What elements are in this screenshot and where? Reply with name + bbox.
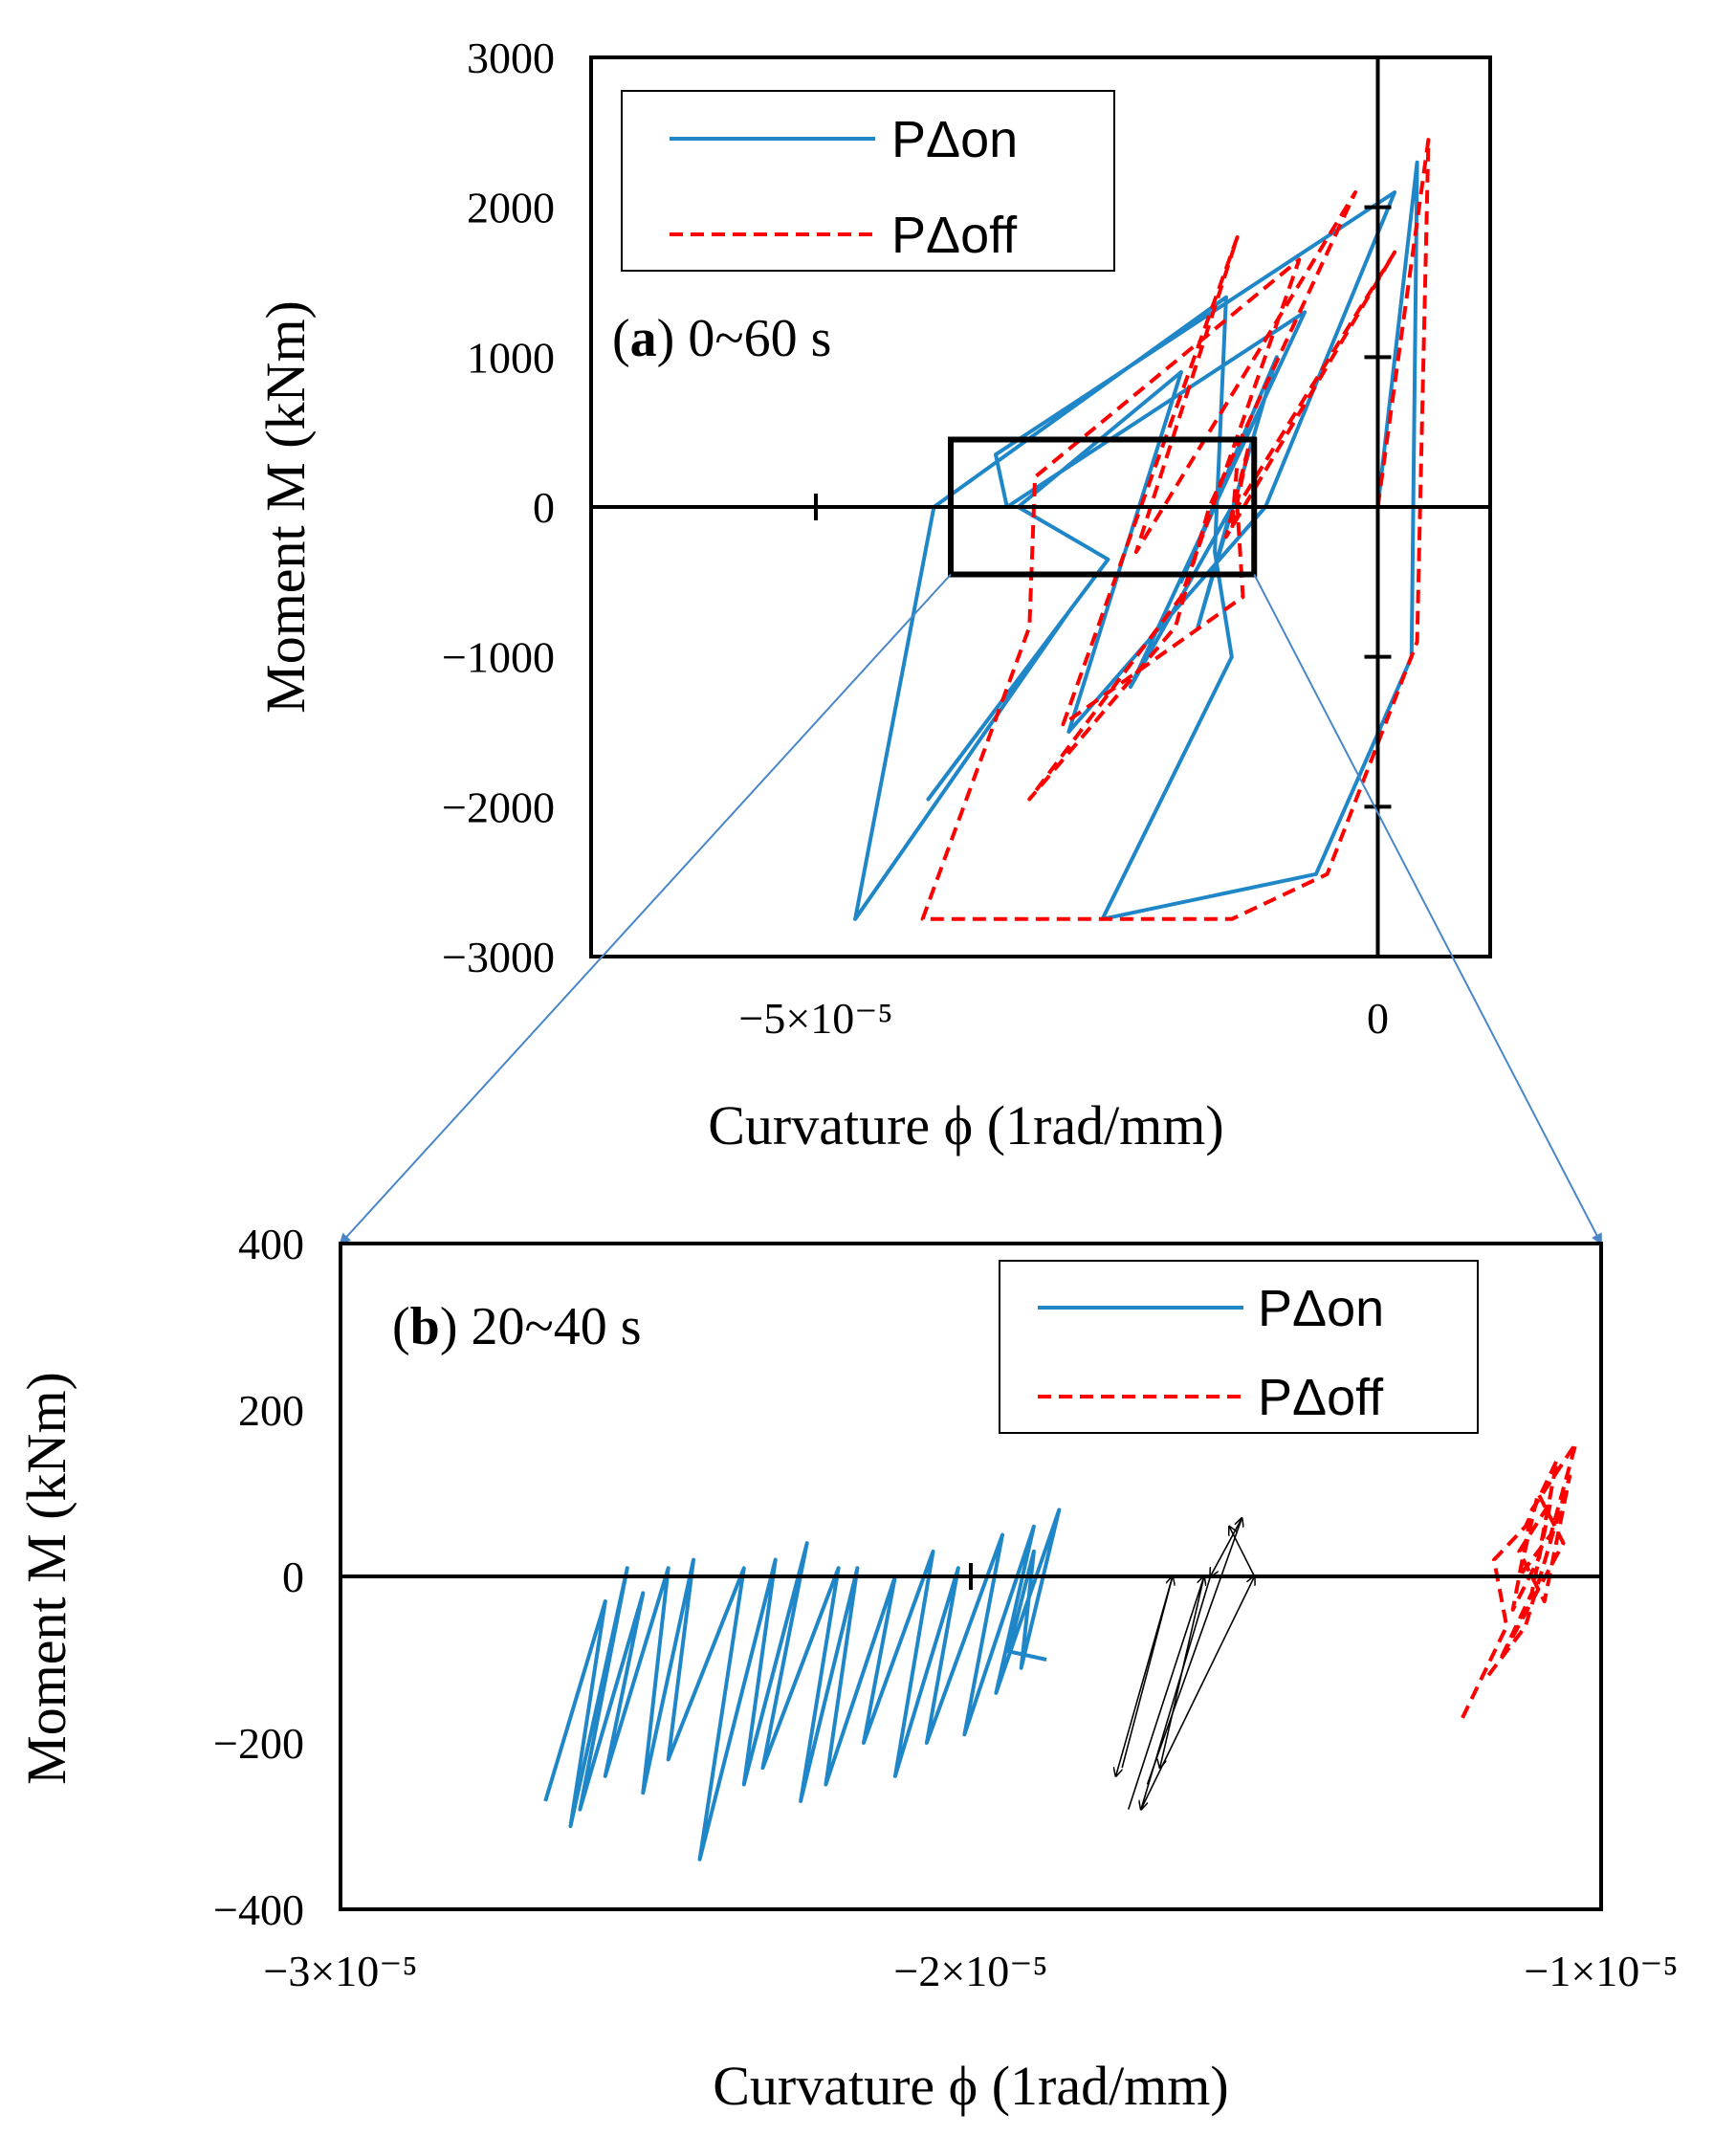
panel-a-y-tick-label: −2000 [442,782,555,831]
panel-a-series-off [920,138,1431,921]
panel-a-series-off-line [920,138,1431,921]
panel-b-plot-area [543,1441,1578,1861]
panel-a-y-tick-labels: 3000 2000 1000 0 −1000 −2000 −3000 [442,33,555,981]
panel-b-path-arrow [1229,1527,1256,1577]
zoom-arrow-left [339,573,952,1245]
panel-b-x-tick-label: −3×10⁻⁵ [263,1947,417,1995]
panel-b-series-on-line [543,1508,1062,1861]
panel-a-y-tick-label: 1000 [467,333,555,382]
panel-a-letter: a [630,309,657,368]
panel-b-y-tick-label: 400 [238,1220,304,1268]
panel-b-letter: b [410,1297,440,1356]
panel-a-y-tick-label: 0 [533,483,555,532]
panel-a-x-tick-label: 0 [1367,994,1389,1043]
panel-b-x-tick-labels: −3×10⁻⁵ −2×10⁻⁵ −1×10⁻⁵ [263,1947,1678,1995]
panel-b-series-off [1461,1441,1578,1719]
panel-b-legend-box [999,1260,1479,1434]
panel-b-xlabel: Curvature ϕ (1rad/mm) [713,2055,1228,2117]
panel-a-title: (a) 0~60 s [612,309,831,368]
panel-a-x-tick-labels: −5×10⁻⁵ 0 [738,994,1389,1043]
svg-text:(b) 20~40 s: (b) 20~40 s [392,1297,642,1356]
panel-b-path-arrow [1210,1517,1243,1576]
panel-b: 400 200 0 −200 −400 −3×10⁻⁵ −2×10⁻⁵ −1×10⁻⁵ Mo… [15,1220,1679,2117]
panel-b-path-arrow [1140,1576,1255,1810]
panel-b-path-arrow [1127,1576,1204,1810]
panel-b-y-tick-label: −200 [213,1719,304,1768]
panel-b-x-tick-label: −1×10⁻⁵ [1524,1947,1678,1995]
panel-b-legend: PΔon PΔoff [999,1260,1479,1434]
panel-a-legend-label-off: PΔoff [891,207,1018,264]
panel-a-series-on [853,160,1419,921]
panel-b-x-tick-label: −2×10⁻⁵ [893,1947,1047,1995]
panel-b-y-tick-label: 0 [282,1552,304,1601]
panel-b-path-arrow [1141,1575,1212,1810]
panel-a-legend-box [621,90,1115,272]
panel-a-axis-ticks [814,205,1392,809]
panel-b-y-tick-label: 200 [238,1386,304,1435]
panel-b-title: (b) 20~40 s [392,1297,642,1356]
panel-b-y-tick-label: −400 [213,1885,304,1934]
panel-b-series-off-line [1461,1441,1578,1719]
panel-a-legend: PΔon PΔoff [621,90,1115,272]
panel-b-path-arrow [1146,1518,1242,1785]
zoom-arrow-right [1253,574,1602,1245]
panel-b-legend-label-off: PΔoff [1258,1369,1384,1426]
panel-a-xlabel: Curvature ϕ (1rad/mm) [708,1094,1223,1156]
panel-b-ylabel: Moment M (kNm) [15,1372,77,1785]
panel-a-series-on-line [853,160,1419,921]
panel-a-y-tick-label: 3000 [467,33,555,82]
panel-a-ylabel: Moment M (kNm) [254,300,317,714]
svg-text:(a) 0~60 s: (a) 0~60 s [612,309,831,368]
panel-b-series-on [543,1508,1062,1861]
panel-a-time-range: 0~60 s [688,309,831,368]
panel-b-legend-label-on: PΔon [1258,1280,1384,1337]
panel-b-arrows [1116,1518,1255,1810]
panel-b-path-arrow [1116,1575,1174,1776]
panel-b-y-tick-labels: 400 200 0 −200 −400 [213,1220,304,1934]
panel-a-legend-label-on: PΔon [891,111,1018,168]
panel-a-y-tick-label: −3000 [442,933,555,981]
panel-a: 3000 2000 1000 0 −1000 −2000 −3000 −5×10⁻⁵ 0 Mo… [254,33,1492,1156]
panel-a-zoom-box [948,436,1258,578]
panel-b-time-range: 20~40 s [471,1297,641,1356]
panel-a-y-tick-label: −1000 [442,633,555,682]
panel-a-y-tick-label: 2000 [467,184,555,232]
panel-a-x-tick-label: −5×10⁻⁵ [738,994,892,1043]
